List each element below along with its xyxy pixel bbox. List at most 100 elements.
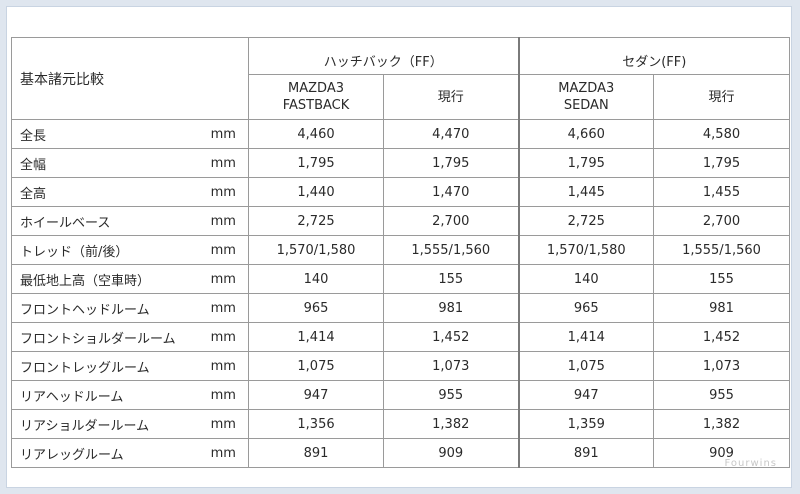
value-cell: 1,359: [517, 409, 654, 439]
value-cell: 1,445: [517, 177, 654, 207]
value-cell: 947: [517, 380, 654, 410]
value-cell: 909: [652, 438, 791, 468]
row-item-label: 全高: [11, 177, 199, 207]
subheader-mazda3-sedan: MAZDA3 SEDAN: [517, 74, 654, 120]
value-cell: 947: [248, 380, 384, 410]
table-row: フロントレッグルーム mm 1,075 1,073 1,075 1,073: [11, 351, 791, 381]
value-cell: 1,414: [517, 322, 654, 352]
subheader-current-sedan: 現行: [652, 74, 791, 120]
value-cell: 1,570/1,580: [517, 235, 654, 265]
value-cell: 1,795: [652, 148, 791, 178]
value-cell: 2,700: [383, 206, 519, 236]
value-cell: 965: [517, 293, 654, 323]
value-cell: 140: [517, 264, 654, 294]
table-row: 全高 mm 1,440 1,470 1,445 1,455: [11, 177, 791, 207]
row-item-label: トレッド（前/後）: [11, 235, 199, 265]
subheader-line: SEDAN: [563, 98, 609, 113]
row-item-label: 全幅: [11, 148, 199, 178]
row-item-label: ホイールベース: [11, 206, 199, 236]
value-cell: 965: [248, 293, 384, 323]
value-cell: 1,570/1,580: [248, 235, 384, 265]
subheader-mazda3-fastback: MAZDA3 FASTBACK: [248, 74, 384, 120]
value-cell: 1,470: [383, 177, 519, 207]
value-cell: 909: [383, 438, 519, 468]
row-item-label: 全長: [11, 119, 199, 149]
table-row: トレッド（前/後） mm 1,570/1,580 1,555/1,560 1,570/1…: [11, 235, 791, 265]
value-cell: 4,660: [517, 119, 654, 149]
value-cell: 140: [248, 264, 384, 294]
value-cell: 4,470: [383, 119, 519, 149]
table-row: 全長 mm 4,460 4,470 4,660 4,580: [11, 119, 791, 149]
subheader-line: MAZDA3: [558, 81, 615, 96]
row-unit: mm: [198, 293, 249, 323]
value-cell: 1,555/1,560: [652, 235, 791, 265]
value-cell: 955: [383, 380, 519, 410]
value-cell: 1,414: [248, 322, 384, 352]
value-cell: 1,795: [383, 148, 519, 178]
value-cell: 1,455: [652, 177, 791, 207]
row-unit: mm: [198, 148, 249, 178]
document-frame: 基本諸元比較 ハッチバック（FF） セダン(FF) MAZDA3 FASTBAC…: [6, 6, 792, 488]
value-cell: 1,452: [652, 322, 791, 352]
row-item-label: フロントショルダールーム: [11, 322, 199, 352]
row-unit: mm: [198, 235, 249, 265]
value-cell: 1,073: [383, 351, 519, 381]
value-cell: 981: [652, 293, 791, 323]
value-cell: 1,075: [517, 351, 654, 381]
row-item-label: フロントレッグルーム: [11, 351, 199, 381]
subheader-current-hatchback: 現行: [383, 74, 519, 120]
value-cell: 1,382: [652, 409, 791, 439]
header-row-models: MAZDA3 FASTBACK 現行 MAZDA3 SEDAN 現行: [12, 74, 791, 120]
value-cell: 4,460: [248, 119, 384, 149]
table-row: 最低地上高（空車時） mm 140 155 140 155: [11, 264, 791, 294]
subheader-line: FASTBACK: [282, 98, 350, 113]
row-unit: mm: [198, 351, 249, 381]
row-unit: mm: [198, 322, 249, 352]
value-cell: 4,580: [652, 119, 791, 149]
value-cell: 1,356: [248, 409, 384, 439]
table-row: フロントショルダールーム mm 1,414 1,452 1,414 1,452: [11, 322, 791, 352]
table-title: 基本諸元比較: [11, 37, 249, 120]
row-item-label: リアショルダールーム: [11, 409, 199, 439]
subheader-line: 現行: [708, 89, 735, 105]
value-cell: 1,075: [248, 351, 384, 381]
group-header-hatchback: ハッチバック（FF）: [248, 37, 519, 75]
row-unit: mm: [198, 409, 249, 439]
subheader-line: MAZDA3: [288, 81, 344, 96]
table-row: リアヘッドルーム mm 947 955 947 955: [11, 380, 791, 410]
value-cell: 155: [383, 264, 519, 294]
spec-comparison-table: 基本諸元比較 ハッチバック（FF） セダン(FF) MAZDA3 FASTBAC…: [11, 37, 791, 468]
watermark: Fourwins: [724, 458, 777, 469]
value-cell: 2,725: [248, 206, 384, 236]
row-item-label: フロントヘッドルーム: [11, 293, 199, 323]
row-item-label: リアレッグルーム: [11, 438, 199, 468]
subheader-line: 現行: [437, 89, 464, 105]
value-cell: 981: [383, 293, 519, 323]
row-item-label: 最低地上高（空車時）: [11, 264, 199, 294]
group-header-sedan: セダン(FF): [517, 37, 791, 75]
value-cell: 2,725: [517, 206, 654, 236]
value-cell: 1,452: [383, 322, 519, 352]
table-row: リアショルダールーム mm 1,356 1,382 1,359 1,382: [11, 409, 791, 439]
value-cell: 891: [248, 438, 384, 468]
table-row: ホイールベース mm 2,725 2,700 2,725 2,700: [11, 206, 791, 236]
row-item-label: リアヘッドルーム: [11, 380, 199, 410]
value-cell: 1,382: [383, 409, 519, 439]
value-cell: 891: [517, 438, 654, 468]
row-unit: mm: [198, 380, 249, 410]
value-cell: 2,700: [652, 206, 791, 236]
table-row: フロントヘッドルーム mm 965 981 965 981: [11, 293, 791, 323]
value-cell: 1,795: [248, 148, 384, 178]
row-unit: mm: [198, 264, 249, 294]
value-cell: 1,073: [652, 351, 791, 381]
value-cell: 1,440: [248, 177, 384, 207]
value-cell: 955: [652, 380, 791, 410]
table-row: 全幅 mm 1,795 1,795 1,795 1,795: [11, 148, 791, 178]
value-cell: 1,555/1,560: [383, 235, 519, 265]
value-cell: 1,795: [517, 148, 654, 178]
header-row-groups: 基本諸元比較 ハッチバック（FF） セダン(FF): [11, 37, 791, 120]
row-unit: mm: [198, 206, 249, 236]
table-row: リアレッグルーム mm 891 909 891 909: [11, 438, 791, 468]
row-unit: mm: [198, 119, 249, 149]
row-unit: mm: [198, 438, 249, 468]
